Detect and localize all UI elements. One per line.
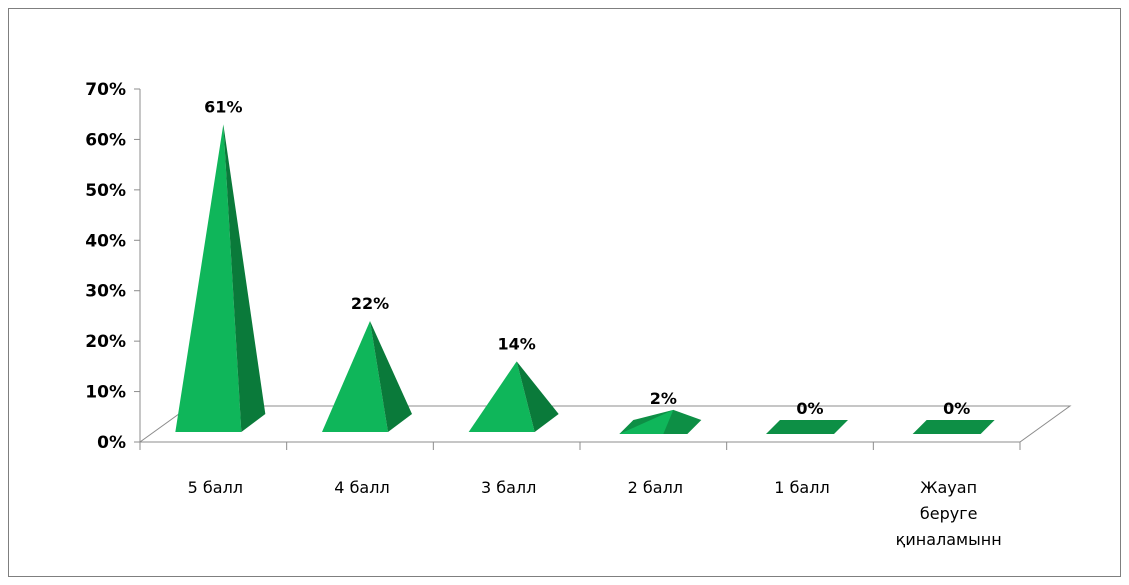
pyramid-bar [175, 124, 266, 432]
chart-frame [8, 8, 1121, 577]
pyramid-bar [468, 361, 559, 432]
x-tick-label: беруге [920, 504, 978, 523]
x-tick-label: қиналамынн [896, 530, 1002, 549]
y-tick-label: 30% [85, 282, 126, 302]
x-tick-label: 5 балл [188, 478, 243, 497]
pyramid-base [766, 420, 848, 434]
labels-layer: 61% 5 балл 22% 4 балл 14% 3 балл 2% 2 балл 0% 1 б… [188, 97, 1002, 549]
pyramid-side-face [516, 361, 559, 432]
data-label: 0% [796, 399, 823, 418]
pyramid-base [912, 420, 995, 434]
pyramid-front-face [175, 124, 242, 432]
y-tick-label: 50% [85, 181, 126, 201]
y-tick-label: 20% [85, 332, 126, 352]
y-tick-label: 40% [85, 231, 126, 251]
y-tick-label: 0% [97, 433, 126, 453]
marks-layer [175, 124, 995, 434]
data-label: 14% [498, 334, 536, 353]
y-tick-label: 70% [85, 80, 126, 100]
pyramid-bar [322, 321, 412, 432]
data-label: 61% [204, 97, 242, 116]
pyramid-bar [912, 420, 995, 434]
x-tick-label: 3 балл [481, 478, 536, 497]
pyramid-side-face [370, 321, 412, 432]
x-tick-label: 1 балл [774, 478, 829, 497]
pyramid-front-face [468, 361, 535, 432]
y-tick-label: 60% [85, 130, 126, 150]
pyramid-front-face [619, 409, 674, 434]
data-label: 2% [650, 389, 677, 408]
pyramid-bar [619, 409, 702, 434]
pyramid-front-face [322, 321, 388, 432]
x-tick-label: 4 балл [334, 478, 389, 497]
pyramid-bar [766, 420, 848, 434]
pyramid-side-face [223, 124, 266, 432]
data-label: 22% [351, 294, 389, 313]
x-tick-label: 2 балл [628, 478, 683, 497]
data-label: 0% [943, 399, 970, 418]
x-tick-label: Жауап [920, 478, 977, 497]
y-tick-label: 10% [85, 383, 126, 403]
